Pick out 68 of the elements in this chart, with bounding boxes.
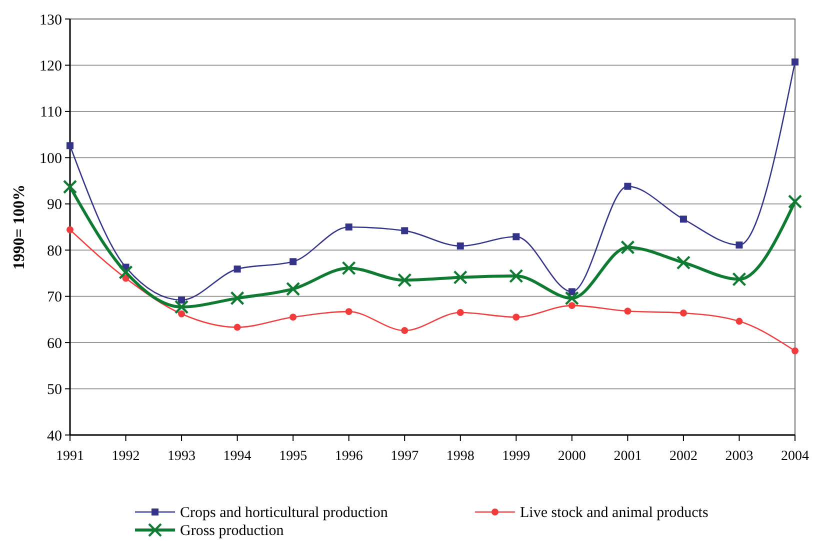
x-tick-label: 1997 bbox=[390, 449, 419, 464]
point bbox=[230, 291, 244, 306]
legend-label: Live stock and animal products bbox=[520, 505, 708, 521]
point bbox=[456, 309, 464, 316]
y-tick-label: 90 bbox=[47, 197, 62, 214]
y-tick-label: 60 bbox=[47, 336, 62, 352]
point bbox=[736, 318, 743, 325]
point bbox=[342, 261, 356, 276]
point bbox=[66, 226, 74, 234]
x-tick-label: 1996 bbox=[334, 449, 363, 464]
point bbox=[568, 288, 576, 296]
point bbox=[401, 227, 408, 234]
x-tick-label: 2004 bbox=[781, 449, 809, 464]
x-tick-label: 1994 bbox=[223, 449, 252, 464]
point bbox=[174, 300, 189, 314]
point bbox=[792, 58, 798, 66]
x-tick-label: 1992 bbox=[112, 449, 140, 464]
point bbox=[792, 347, 798, 354]
y-tick-label: 50 bbox=[47, 382, 62, 398]
point bbox=[509, 268, 524, 284]
y-tick-label: 100 bbox=[40, 150, 62, 167]
point bbox=[286, 282, 300, 296]
point bbox=[401, 327, 408, 334]
x-tick-label: 2002 bbox=[669, 449, 698, 464]
y-tick-label: 120 bbox=[40, 58, 62, 74]
y-tick-label: 80 bbox=[47, 243, 62, 260]
point bbox=[732, 272, 746, 286]
point bbox=[680, 309, 687, 316]
point bbox=[178, 296, 186, 304]
x-tick-label: 2003 bbox=[725, 449, 754, 464]
point bbox=[788, 194, 802, 209]
x-tick-label: 2001 bbox=[614, 449, 642, 464]
x-tick-label: 1999 bbox=[502, 449, 530, 464]
x-tick-label: 1991 bbox=[56, 449, 84, 464]
point bbox=[624, 308, 632, 315]
point bbox=[290, 314, 297, 321]
point bbox=[736, 242, 743, 249]
point bbox=[345, 308, 352, 316]
point bbox=[620, 240, 635, 254]
y-tick-label: 130 bbox=[40, 12, 62, 28]
point bbox=[568, 302, 576, 310]
y-axis-title: 1990= 100% bbox=[11, 184, 28, 270]
point bbox=[453, 270, 468, 284]
x-tick-label: 1995 bbox=[279, 449, 308, 464]
point bbox=[512, 314, 520, 321]
x-tick-label: 1998 bbox=[446, 449, 474, 464]
point bbox=[512, 233, 520, 240]
point bbox=[234, 266, 241, 273]
point bbox=[66, 142, 74, 150]
x-tick-label: 2000 bbox=[558, 449, 586, 464]
y-tick-label: 40 bbox=[47, 428, 62, 444]
point bbox=[680, 216, 687, 223]
point bbox=[290, 258, 297, 266]
point bbox=[456, 242, 464, 250]
point bbox=[624, 182, 632, 190]
point bbox=[118, 265, 133, 280]
point bbox=[234, 324, 241, 331]
point bbox=[62, 180, 78, 194]
point bbox=[676, 255, 691, 270]
y-tick-label: 70 bbox=[47, 290, 62, 306]
legend-label: Gross production bbox=[180, 523, 284, 539]
y-tick-label: 110 bbox=[40, 104, 62, 121]
point bbox=[398, 273, 412, 288]
x-tick-label: 1993 bbox=[168, 449, 196, 464]
point bbox=[564, 291, 580, 306]
legend-label: Crops and horticultural production bbox=[180, 505, 388, 521]
point bbox=[178, 310, 186, 318]
point bbox=[345, 224, 352, 230]
